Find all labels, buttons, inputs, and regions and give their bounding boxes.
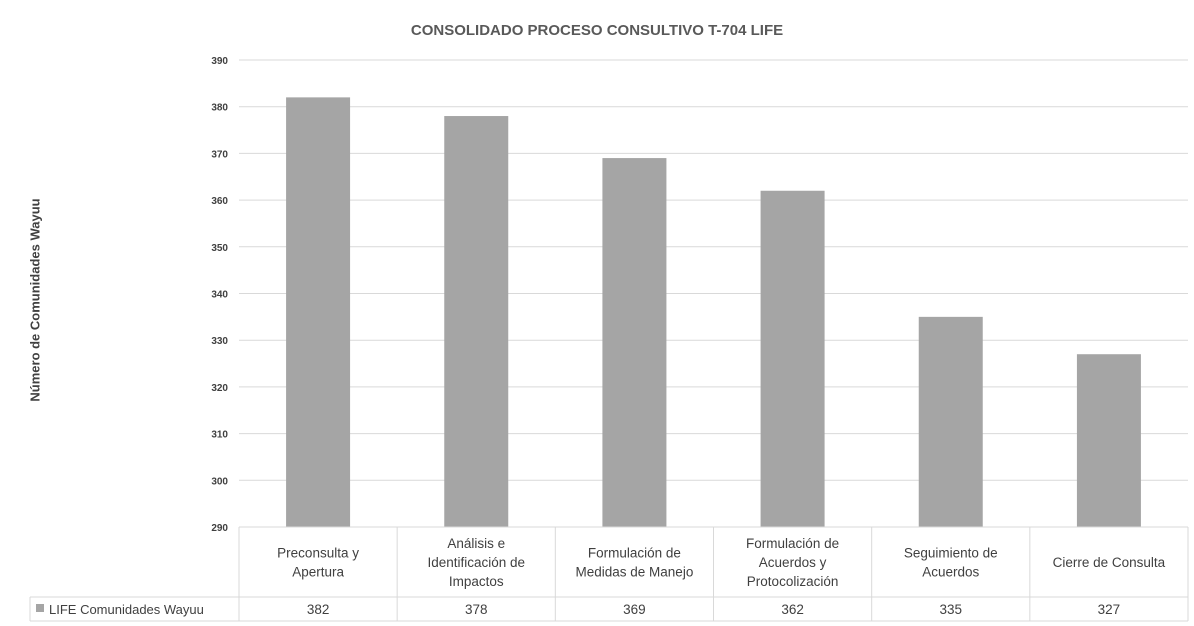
y-tick-label: 360 <box>211 196 228 207</box>
bar <box>1076 354 1141 527</box>
x-tick-label: Medidas de Manejo <box>576 565 694 580</box>
x-tick-label: Análisis e <box>447 536 505 551</box>
x-tick-label: Identificación de <box>427 555 525 570</box>
bar <box>286 97 351 528</box>
y-tick-label: 350 <box>211 243 228 254</box>
y-tick-label: 370 <box>211 149 228 160</box>
data-label: 362 <box>781 602 804 617</box>
y-tick-label: 310 <box>211 430 228 441</box>
data-label: 327 <box>1098 602 1121 617</box>
x-tick-label: Formulación de <box>746 536 839 551</box>
x-tick-label: Seguimiento de <box>904 546 998 561</box>
x-tick-label: Protocolización <box>747 574 839 589</box>
y-tick-label: 380 <box>211 103 228 114</box>
y-tick-label: 340 <box>211 290 228 301</box>
x-tick-label: Cierre de Consulta <box>1053 555 1166 570</box>
bar <box>602 158 667 527</box>
legend-key <box>36 604 44 612</box>
y-tick-label: 300 <box>211 476 228 487</box>
bar <box>918 316 983 527</box>
legend-label: LIFE Comunidades Wayuu <box>49 602 204 617</box>
x-tick-label: Acuerdos <box>922 565 979 580</box>
y-tick-label: 320 <box>211 383 228 394</box>
data-label: 369 <box>623 602 646 617</box>
data-label: 382 <box>307 602 330 617</box>
x-tick-label: Formulación de <box>588 546 681 561</box>
bar <box>444 116 509 527</box>
x-tick-label: Acuerdos y <box>759 555 827 570</box>
x-tick-label: Apertura <box>292 565 344 580</box>
y-tick-label: 330 <box>211 336 228 347</box>
data-label: 335 <box>939 602 962 617</box>
x-tick-label: Impactos <box>449 574 504 589</box>
chart-title: CONSOLIDADO PROCESO CONSULTIVO T-704 LIF… <box>410 22 784 39</box>
data-label: 378 <box>465 602 488 617</box>
bar <box>760 190 825 527</box>
y-tick-label: 390 <box>211 56 228 67</box>
x-tick-label: Preconsulta y <box>277 546 359 561</box>
y-tick-label: 290 <box>211 523 228 534</box>
